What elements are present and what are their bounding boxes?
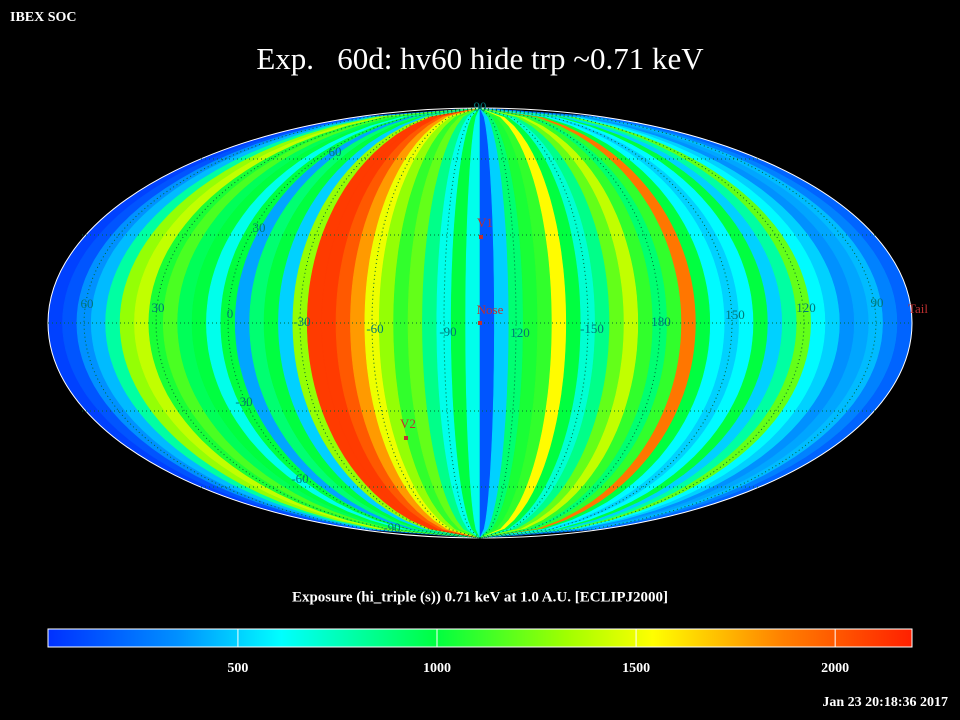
colorbar (47, 628, 913, 648)
meridian (479, 107, 733, 539)
title: Exp. 60d: hv60 hide trp ~0.71 keV (256, 41, 704, 76)
tail-label: Tail (908, 301, 928, 316)
lon-label: 180 (651, 314, 671, 329)
lon-label: 150 (725, 307, 745, 322)
colorbar-tick-label: 500 (227, 661, 248, 676)
lon-label: 30 (152, 300, 165, 315)
marker-point (404, 436, 408, 440)
marker-label: Nose (477, 302, 504, 317)
meridian (227, 107, 481, 539)
lon-label: 60 (81, 296, 94, 311)
lat-label: -30 (235, 394, 252, 409)
lat-label: -90 (383, 520, 400, 535)
lon-label: -150 (580, 321, 604, 336)
colorbar-tick-label: 1500 (622, 661, 650, 676)
colorbar-tick-label: 2000 (821, 661, 849, 676)
lon-label: 120 (510, 325, 530, 340)
lon-label: 90 (871, 295, 884, 310)
header: IBEX SOC (10, 10, 77, 25)
lon-label: 0 (227, 306, 234, 321)
colorbar-tick-label: 1000 (423, 661, 451, 676)
marker-label: V1 (477, 215, 493, 230)
lat-label: 30 (253, 220, 266, 235)
timestamp: Jan 23 20:18:36 2017 (822, 695, 948, 710)
lon-label: -90 (439, 324, 456, 339)
colorbar-label: Exposure (hi_triple (s)) 0.71 keV at 1.0… (292, 589, 668, 605)
lon-label: -60 (366, 321, 383, 336)
marker-label: V2 (400, 416, 416, 431)
marker-point (478, 321, 482, 325)
marker-point (479, 235, 483, 239)
lon-label: -30 (293, 314, 310, 329)
lon-label: 120 (796, 300, 816, 315)
lat-label: -60 (291, 471, 308, 486)
lat-label: 90 (474, 99, 487, 114)
lat-label: 60 (329, 144, 342, 159)
sky-map: 60 30 0 -30 -60 -90 120 -150 180 150 120 90 90 60 30 -3… (47, 99, 928, 539)
